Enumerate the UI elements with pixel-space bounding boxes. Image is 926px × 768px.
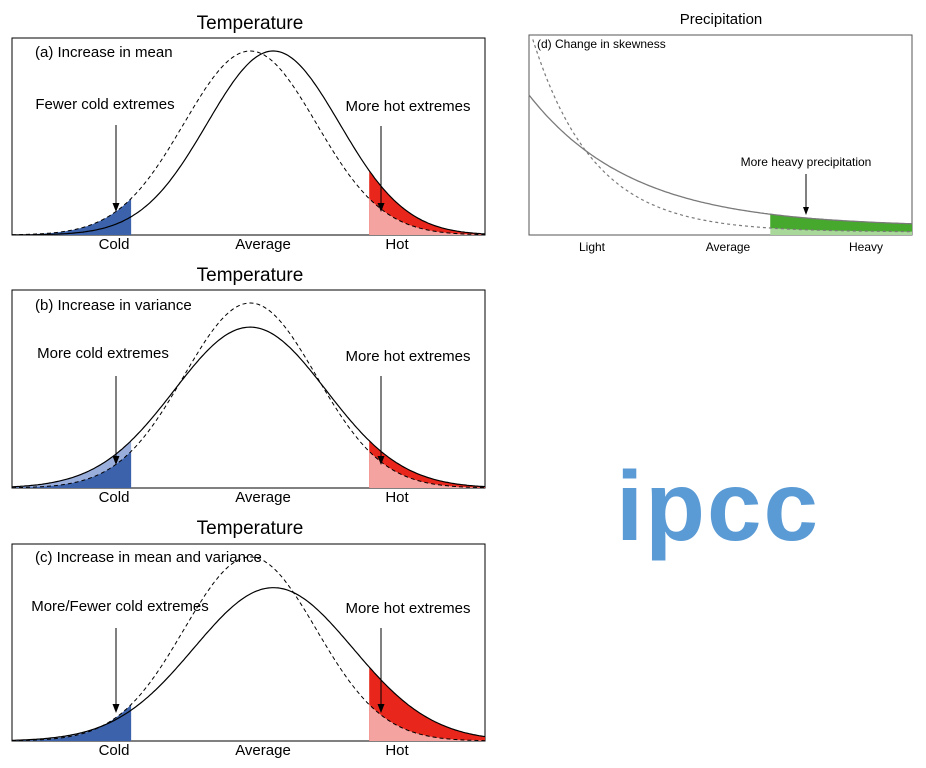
panel-a-title: Temperature [197,13,304,34]
previous-precip-curve [532,39,912,233]
panel-b-frame [11,289,486,489]
panel-b-label: (b) Increase in variance [35,297,192,314]
panel-b-left-arrowhead [112,456,120,465]
panel-c-xlabel-cold: Cold [99,742,130,759]
hot-tail-previous-fill [369,451,485,488]
panel-a-xlabel-hot: Hot [385,236,409,253]
panel-d: Precipitation (d) Change in skewness Mor… [528,11,913,254]
previous-climate-curve [12,50,486,236]
ipcc-logo: ipcc [616,451,820,561]
panel-b-right-arrowhead [377,456,385,465]
future-climate-curve [12,587,486,741]
panel-b-title: Temperature [197,265,304,286]
future-climate-curve [12,50,486,236]
panel-b-plot [11,302,486,489]
panel-c-left-annotation: More/Fewer cold extremes [31,598,209,615]
panel-a-left-arrowhead [112,203,120,212]
cold-tail-previous-fill [12,198,132,235]
panel-c-xlabel-hot: Hot [385,742,409,759]
panel-b-xlabel-cold: Cold [99,489,130,506]
panel-c-title: Temperature [197,518,304,539]
previous-climate-curve [12,556,486,742]
panel-d-xlabel-light: Light [579,240,606,254]
panel-c-right-annotation: More hot extremes [345,600,470,617]
future-climate-curve [11,326,486,488]
panel-b-xlabel-hot: Hot [385,489,409,506]
panel-d-xlabel-heavy: Heavy [849,240,883,254]
panel-c-frame [11,543,486,742]
cold-tail-previous-fill [12,704,132,741]
panel-c-xlabel-average: Average [235,742,291,759]
panel-a-frame [11,37,486,236]
panel-c-plot [12,556,486,742]
panel-b-xlabel-average: Average [235,489,291,506]
panel-d-xlabel-average: Average [706,240,751,254]
panel-a-xlabel-average: Average [235,236,291,253]
panel-a-left-annotation: Fewer cold extremes [35,96,174,113]
panel-a: Temperature (a) Increase in mean Fewer c… [11,13,486,253]
previous-climate-curve [12,302,486,489]
panel-d-frame [528,34,913,236]
hot-tail-future-fill [369,170,485,235]
panel-a-right-arrowhead [377,203,385,212]
panel-d-arrowhead [803,207,809,215]
panel-c: Temperature (c) Increase in mean and var… [11,518,486,759]
panel-d-label: (d) Change in skewness [537,37,666,51]
hot-tail-future-fill [369,667,485,741]
panel-a-right-annotation: More hot extremes [345,98,470,115]
future-precip-curve [528,94,912,225]
panel-d-title: Precipitation [680,11,763,28]
panel-b: Temperature (b) Increase in variance Mor… [11,265,486,506]
panel-c-right-arrowhead [377,704,385,713]
panel-b-left-annotation: More cold extremes [37,345,169,362]
panel-c-label: (c) Increase in mean and variance [35,549,262,566]
panel-a-plot [12,50,486,236]
hot-tail-previous-fill [369,704,485,741]
panel-a-xlabel-cold: Cold [99,236,130,253]
panel-c-left-arrowhead [112,704,120,713]
hot-tail-previous-fill [369,198,485,235]
panel-a-label: (a) Increase in mean [35,44,173,61]
cold-tail-previous-fill [12,451,132,488]
panel-b-right-annotation: More hot extremes [345,348,470,365]
panel-d-annotation: More heavy precipitation [741,155,872,169]
panel-d-plot [528,39,912,235]
